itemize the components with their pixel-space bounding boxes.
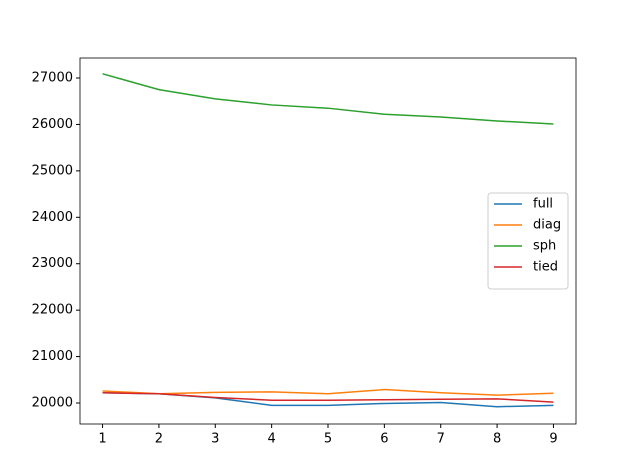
x-tick-label: 7 (437, 432, 445, 447)
plot-frame (79, 57, 577, 425)
y-tick-label: 26000 (32, 117, 73, 132)
y-tick-label: 22000 (32, 303, 73, 318)
y-tick-label: 27000 (32, 71, 73, 86)
x-tick-label: 9 (549, 432, 557, 447)
legend-label: sph (533, 239, 556, 254)
y-tick-label: 25000 (32, 163, 73, 178)
legend-label: diag (533, 218, 561, 233)
y-tick-label: 24000 (32, 210, 73, 225)
series-line (102, 73, 554, 125)
y-tick-label: 20000 (32, 396, 73, 411)
series-line (102, 388, 554, 396)
legend: full diag sph tied (487, 192, 569, 290)
legend-label: full (533, 197, 553, 212)
y-tick-label: 23000 (32, 256, 73, 271)
x-tick-label: 8 (493, 432, 501, 447)
x-tick-label: 1 (98, 432, 106, 447)
series-line (102, 392, 554, 403)
x-tick-label: 6 (380, 432, 388, 447)
y-tick-label: 21000 (32, 349, 73, 364)
x-tick-label: 4 (267, 432, 275, 447)
legend-box (487, 192, 569, 290)
x-tick-label: 2 (155, 432, 163, 447)
x-tick-label: 5 (324, 432, 332, 447)
x-tick-label: 3 (211, 432, 219, 447)
legend-label: tied (533, 260, 558, 275)
